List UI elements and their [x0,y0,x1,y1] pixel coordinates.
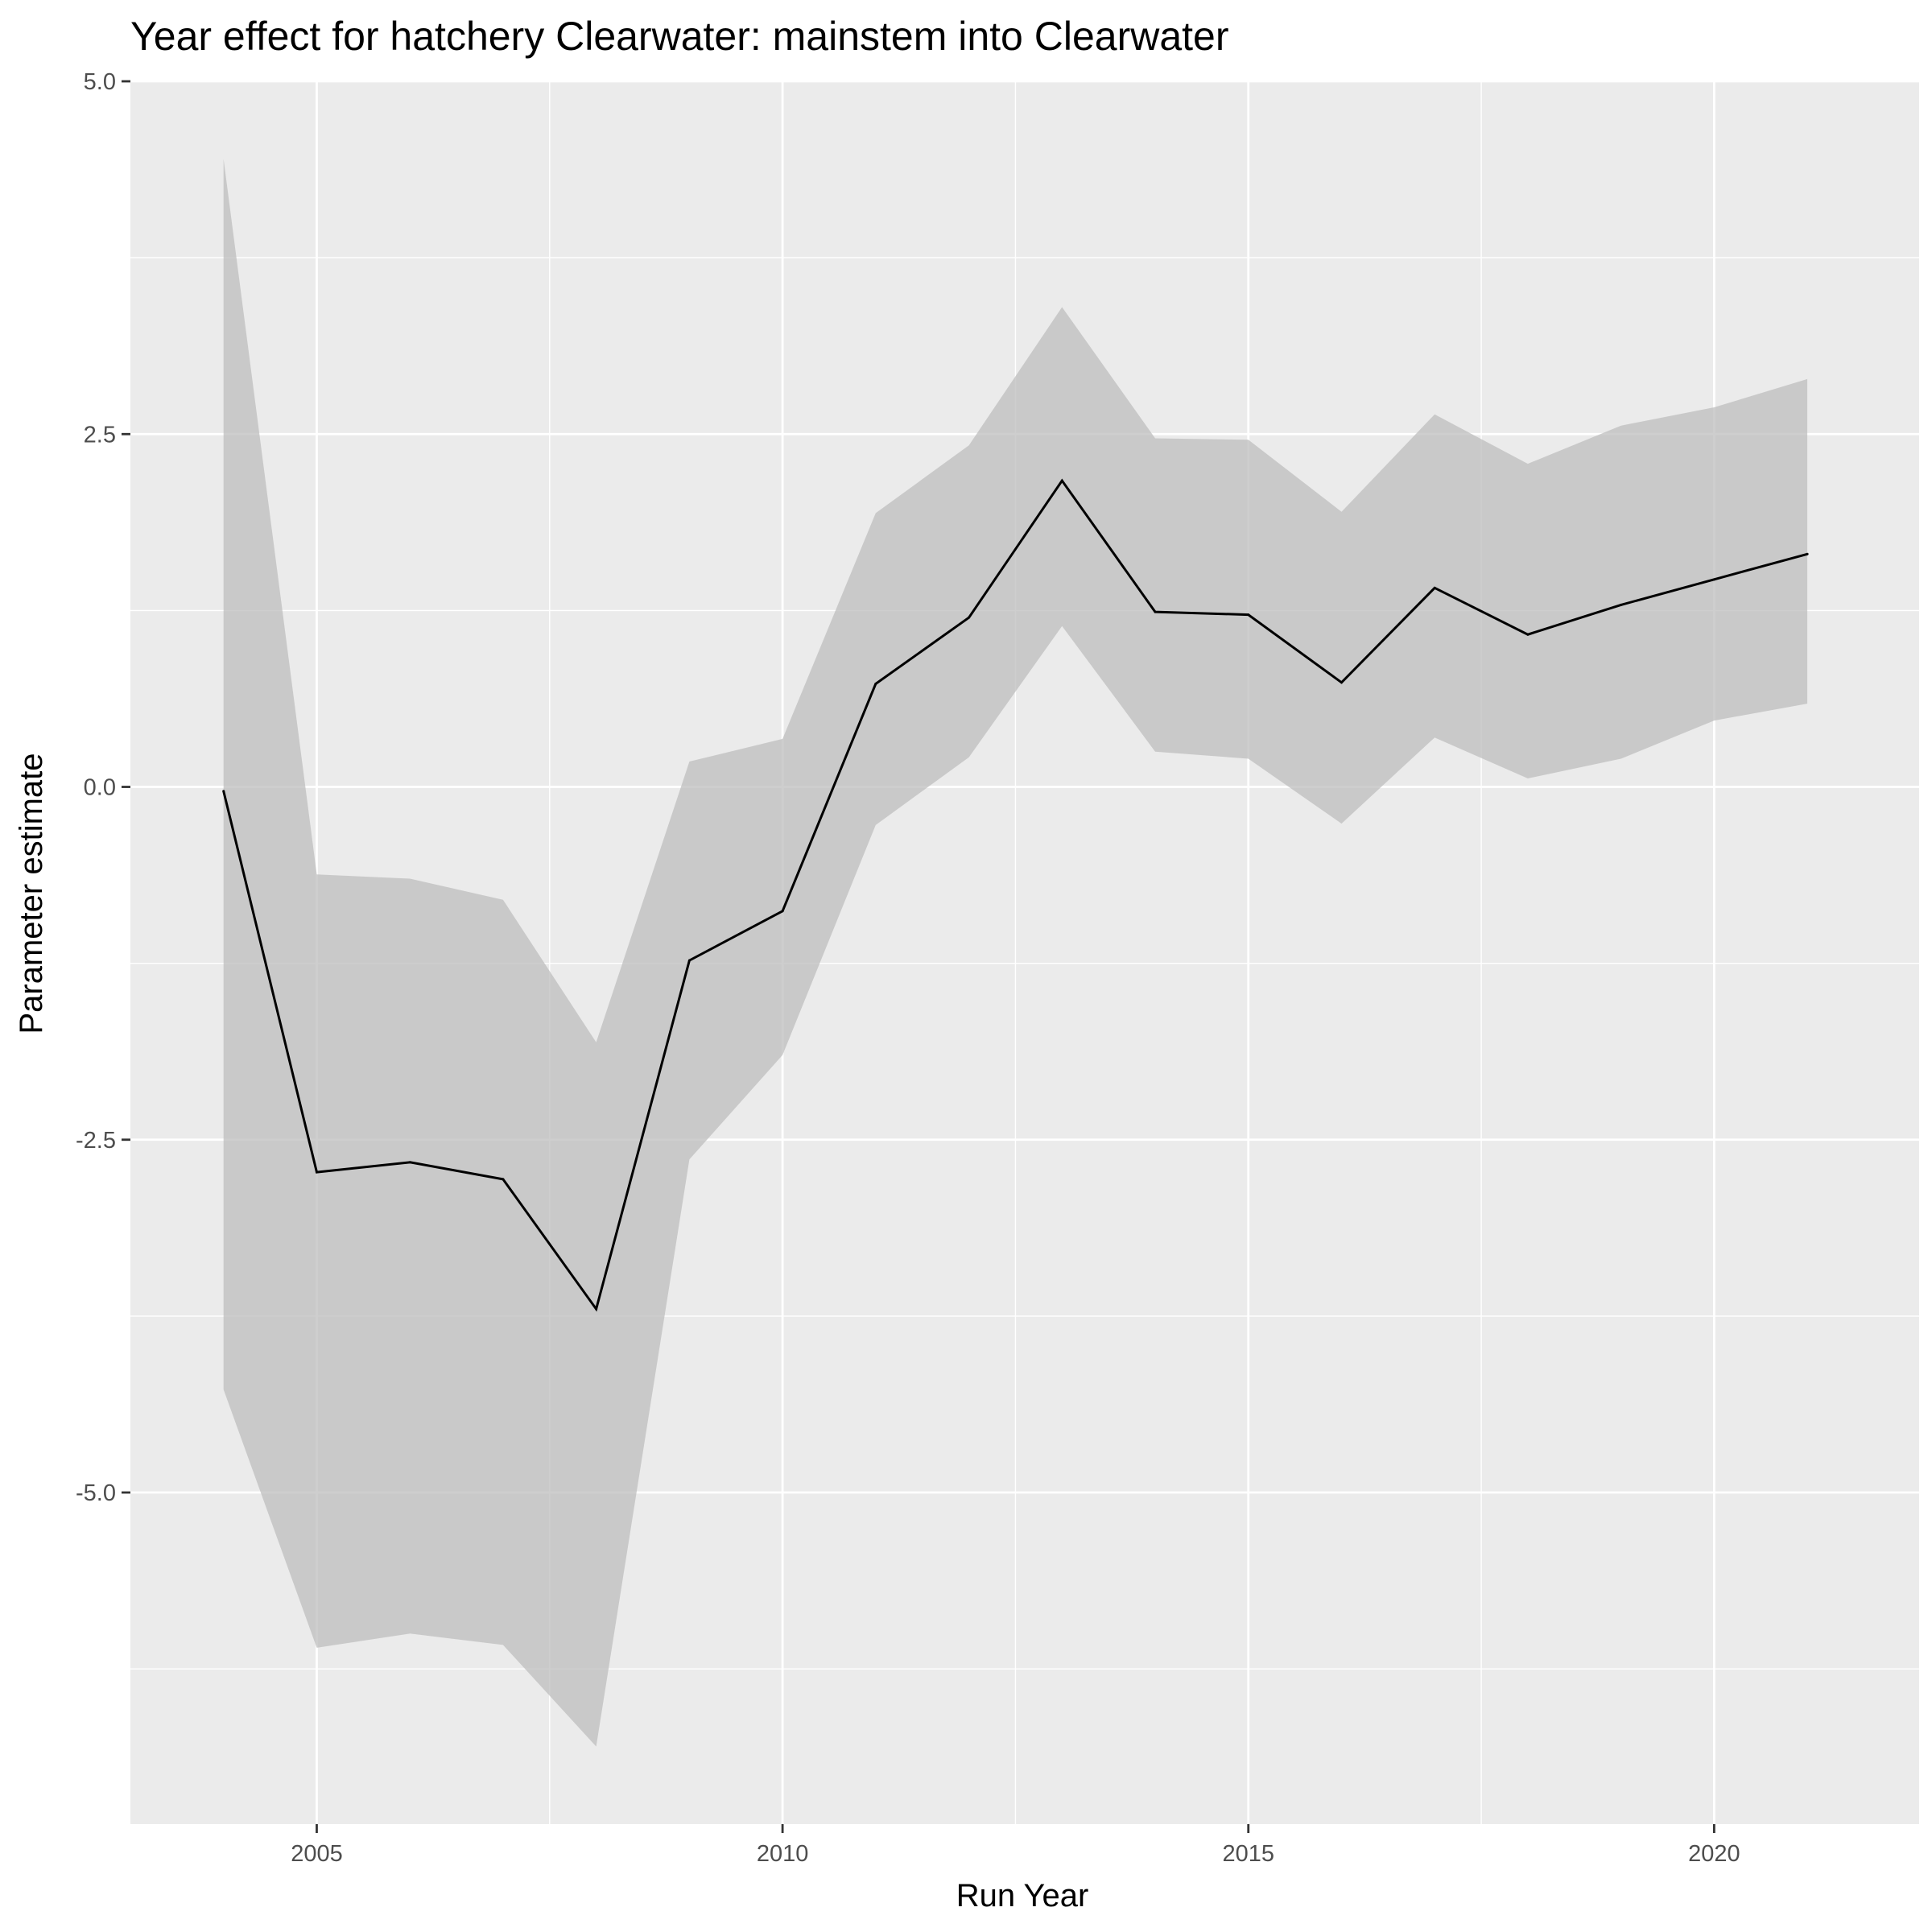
data-point [1154,611,1157,613]
x-tick-label: 2005 [291,1841,343,1867]
y-axis: 5.0 2.5 0.0 -2.5 -5.0 [76,69,130,1506]
y-axis-label: Parameter estimate [14,753,49,1034]
data-point [316,1171,318,1174]
data-point [409,1161,411,1163]
x-tick-label: 2020 [1688,1841,1740,1867]
data-point [1620,604,1622,606]
data-point [688,960,691,962]
data-point [1526,634,1529,636]
data-point [1061,480,1063,482]
data-point [1340,681,1343,683]
data-point [595,1308,597,1311]
y-tick-label: -5.0 [76,1480,116,1506]
data-point [1806,553,1809,555]
y-tick-label: 2.5 [84,422,116,448]
data-point [874,683,877,685]
data-point [782,910,784,912]
x-tick-label: 2015 [1222,1841,1274,1867]
data-point [502,1178,504,1180]
data-point [968,617,970,619]
data-point [222,790,225,792]
data-point [1434,587,1436,589]
y-tick-label: 0.0 [84,775,116,801]
y-tick-label: -2.5 [76,1128,116,1154]
x-tick-label: 2010 [757,1841,809,1867]
data-point [1247,613,1249,616]
y-tick-label: 5.0 [84,69,116,95]
x-axis-label: Run Year [956,1878,1089,1913]
data-point [1713,578,1715,580]
chart-title: Year effect for hatchery Clearwater: mai… [130,14,1229,59]
x-axis: 2005 2010 2015 2020 [291,1824,1740,1867]
